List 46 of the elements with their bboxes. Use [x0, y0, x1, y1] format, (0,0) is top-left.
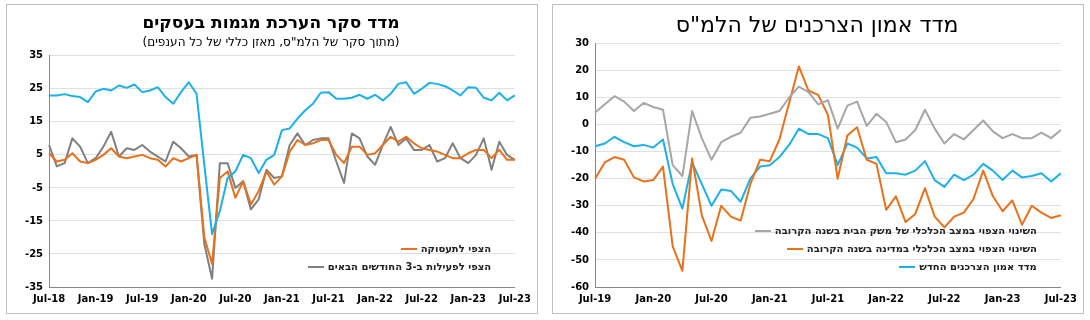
y-tick-label: -30	[570, 199, 590, 211]
x-tick-label: Jan-22	[356, 292, 393, 304]
y-tick-label: 0	[582, 118, 590, 130]
chart-title: מדד סקר הערכת מגמות בעסקים	[142, 11, 400, 32]
y-tick-label: 10	[575, 91, 590, 103]
y-tick-label: -50	[570, 253, 590, 265]
y-tick-label: 5	[36, 148, 44, 160]
x-tick-label: Jul-21	[311, 292, 345, 304]
chart-subtitle: (מתוך סקר של הלמ"ס, מאזן כללי של כל הענפים)	[142, 34, 400, 49]
legend-label: השינוי הצפוי במצב הכלכלי במדינה בשנה הקרובה	[806, 243, 1037, 254]
y-tick-label: 20	[575, 64, 590, 76]
legend-label: הצפי לתעסוקה	[420, 243, 492, 254]
y-tick-label: -40	[570, 226, 590, 238]
x-tick-label: Jul-22	[404, 292, 438, 304]
y-tick-label: -5	[31, 181, 44, 193]
x-tick-label: Jul-19	[577, 292, 612, 304]
y-tick-label: -20	[570, 172, 590, 184]
legend-label: השינוי הצפוי במצב הכלכלי של משק הבית בשנה הקרובה	[774, 225, 1037, 236]
x-tick-label: Jan-23	[449, 292, 487, 304]
y-tick-label: -35	[24, 280, 44, 292]
legend-label: מדד אמון הצרכנים החדש	[919, 261, 1037, 272]
x-tick-label: Jan-21	[750, 292, 788, 304]
y-tick-label: -25	[24, 247, 44, 259]
x-tick-label: Jul-23	[1043, 292, 1078, 304]
y-tick-label: -10	[570, 145, 590, 157]
x-tick-label: Jan-22	[867, 292, 905, 304]
x-tick-label: Jul-20	[218, 292, 252, 304]
y-tick-label: 15	[29, 115, 44, 127]
y-tick-label: 35	[29, 49, 44, 61]
x-tick-label: Jan-19	[76, 292, 114, 304]
x-tick-label: Jan-20	[634, 292, 672, 304]
x-tick-label: Jul-19	[125, 292, 159, 304]
y-tick-label: -60	[570, 280, 590, 292]
chart-title: מדד אמון הצרכנים של הלמ"ס	[675, 11, 959, 37]
x-tick-label: Jul-22	[927, 292, 961, 304]
x-tick-label: Jul-18	[31, 292, 66, 304]
x-tick-label: Jul-20	[694, 292, 728, 304]
x-tick-label: Jan-20	[169, 292, 207, 304]
legend-label: הצפי לפעילות ב-3 החודשים הבאים	[327, 261, 492, 272]
x-tick-label: Jul-21	[810, 292, 845, 304]
y-tick-label: -15	[24, 214, 44, 226]
x-tick-label: Jan-21	[263, 292, 300, 304]
x-tick-label: Jul-23	[497, 292, 532, 304]
y-tick-label: 25	[29, 82, 44, 94]
x-tick-label: Jan-23	[983, 292, 1021, 304]
y-tick-label: 30	[575, 36, 590, 48]
